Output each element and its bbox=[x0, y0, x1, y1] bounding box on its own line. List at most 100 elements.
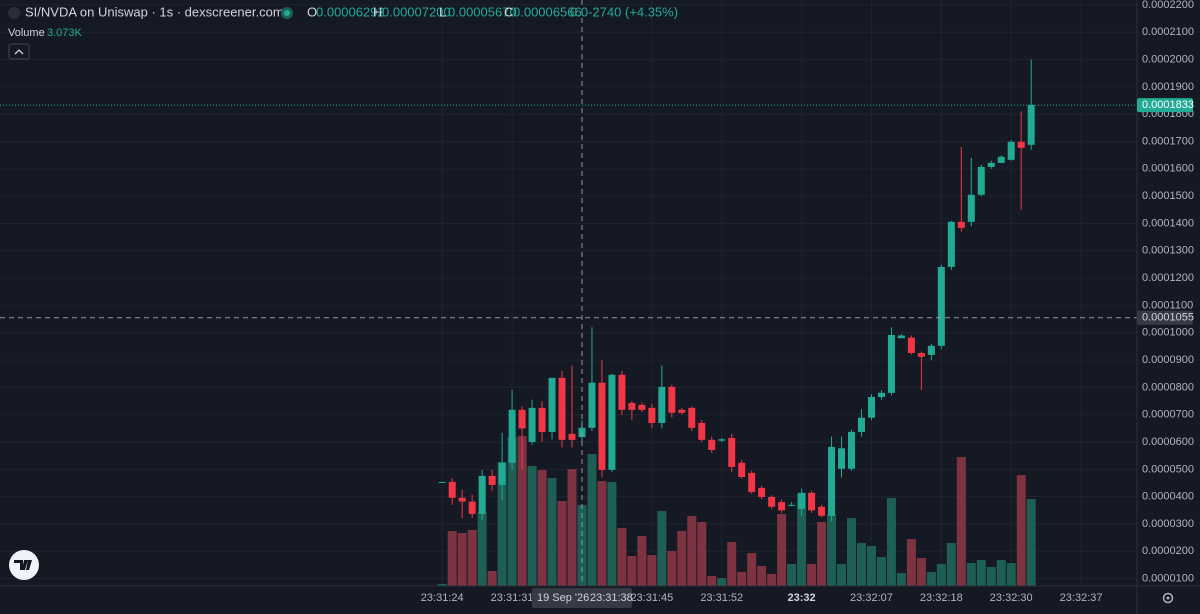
volume-bar bbox=[717, 578, 727, 586]
volume-bar bbox=[577, 505, 587, 586]
volume-bar bbox=[597, 481, 607, 586]
candle-body bbox=[937, 266, 945, 346]
symbol-icon bbox=[8, 7, 20, 19]
volume-bar bbox=[1026, 499, 1036, 586]
volume-bar bbox=[537, 470, 547, 586]
volume-bar bbox=[737, 572, 747, 586]
volume-bar bbox=[787, 564, 797, 586]
volume-bar bbox=[886, 498, 896, 586]
candle-body bbox=[857, 417, 865, 432]
candle-body bbox=[788, 504, 796, 506]
volume-bar bbox=[517, 436, 527, 586]
volume-bar bbox=[707, 576, 717, 586]
candle-body bbox=[778, 502, 786, 511]
ohlc-key: C bbox=[504, 4, 513, 19]
volume-bar bbox=[647, 555, 657, 586]
x-tick-label: 23:32 bbox=[788, 592, 816, 604]
candle-body bbox=[568, 433, 576, 440]
volume-bar bbox=[807, 564, 817, 586]
x-tick-label: 23:31:45 bbox=[630, 592, 673, 604]
volume-title: Volume bbox=[8, 27, 45, 39]
crosshair-time-box bbox=[531, 588, 632, 608]
volume-value: 3.073K bbox=[47, 27, 83, 39]
candle-body bbox=[838, 448, 846, 469]
candle-body bbox=[458, 497, 466, 502]
volume-bar bbox=[946, 543, 956, 586]
volume-bar bbox=[677, 531, 687, 586]
candle-body bbox=[488, 475, 496, 485]
candle-body bbox=[548, 377, 556, 432]
candle-body bbox=[977, 166, 985, 195]
candle-body bbox=[618, 374, 626, 410]
volume-bar bbox=[697, 522, 707, 586]
volume-bar bbox=[926, 572, 936, 586]
volume-pane bbox=[437, 436, 1036, 586]
volume-bar bbox=[627, 556, 637, 586]
y-tick-label: 0.0000600 bbox=[1142, 436, 1194, 448]
volume-bar bbox=[667, 551, 677, 586]
ohlc-key: O bbox=[307, 4, 317, 19]
volume-bar bbox=[447, 531, 457, 586]
x-tick-label: 23:32:07 bbox=[850, 592, 893, 604]
settings-icon[interactable] bbox=[1162, 592, 1174, 604]
status-dot bbox=[284, 10, 290, 16]
y-tick-label: 0.0000400 bbox=[1142, 491, 1194, 503]
volume-bar bbox=[547, 478, 557, 586]
volume-bar bbox=[1016, 475, 1026, 586]
y-tick-label: 0.0000200 bbox=[1142, 545, 1194, 557]
candle-body bbox=[628, 402, 636, 410]
candle-body bbox=[658, 386, 666, 423]
volume-bar bbox=[457, 533, 467, 586]
volume-bar bbox=[916, 558, 926, 586]
volume-bar bbox=[567, 469, 577, 586]
x-tick-label: 23:32:37 bbox=[1060, 592, 1103, 604]
ohlc-key: H bbox=[373, 4, 382, 19]
volume-bar bbox=[757, 566, 767, 586]
volume-bar bbox=[906, 539, 916, 586]
volume-bar bbox=[507, 437, 517, 586]
candle-body bbox=[798, 492, 806, 509]
candle-body bbox=[897, 335, 905, 339]
crosshair-price-box bbox=[1137, 310, 1193, 325]
collapse-icon bbox=[14, 49, 24, 55]
volume-bar bbox=[437, 583, 447, 586]
y-tick-label: 0.0001200 bbox=[1142, 272, 1194, 284]
candles bbox=[438, 59, 1035, 522]
last-price-box bbox=[1137, 98, 1193, 113]
crosshair-date: 19 Sep '26 bbox=[537, 592, 589, 604]
candle-body bbox=[638, 404, 646, 410]
collapse-button[interactable] bbox=[8, 43, 30, 60]
candle-body bbox=[997, 156, 1005, 163]
candle-body bbox=[608, 374, 616, 470]
volume-bar bbox=[477, 512, 487, 586]
candle-body bbox=[887, 334, 895, 393]
candle-body bbox=[648, 407, 656, 423]
candle-body bbox=[738, 462, 746, 477]
volume-bar bbox=[966, 563, 976, 586]
volume-bar bbox=[767, 573, 777, 586]
volume-bar bbox=[587, 454, 597, 586]
x-tick-label: 23:32:30 bbox=[990, 592, 1033, 604]
candle-body bbox=[867, 396, 875, 418]
tv-logo-mark bbox=[14, 560, 32, 570]
y-tick-label: 0.0001100 bbox=[1142, 299, 1193, 311]
volume-bar bbox=[976, 560, 986, 586]
y-tick-label: 0.0001900 bbox=[1142, 81, 1194, 93]
candle-body bbox=[758, 487, 766, 497]
y-tick-label: 0.0000100 bbox=[1142, 573, 1194, 585]
crosshair-time: 23:31:38 bbox=[590, 592, 633, 604]
y-tick-label: 0.0000700 bbox=[1142, 409, 1194, 421]
y-tick-label: 0.0000300 bbox=[1142, 518, 1194, 530]
y-tick-label: 0.0000500 bbox=[1142, 463, 1194, 475]
candle-body bbox=[967, 194, 975, 222]
candle-body bbox=[748, 472, 756, 493]
candle-body bbox=[448, 481, 456, 498]
volume-bar bbox=[497, 462, 507, 586]
volume-bar bbox=[557, 501, 567, 586]
x-tick-label: 23:31:52 bbox=[700, 592, 743, 604]
volume-bar bbox=[617, 528, 627, 586]
x-tick-label: 23:31:31 bbox=[491, 592, 534, 604]
candle-body bbox=[917, 352, 925, 357]
candle-body bbox=[468, 501, 476, 514]
candle-body bbox=[907, 337, 915, 353]
